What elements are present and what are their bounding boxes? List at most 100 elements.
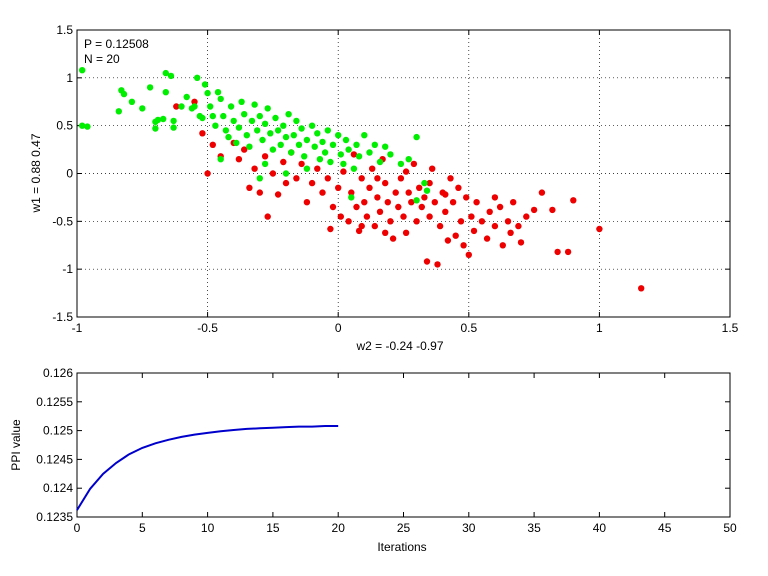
green-point <box>314 130 321 137</box>
scatter-plot: -1 -0.5 0 0.5 1 1.5-1.5-1-0.500.511.5 P = 0.1… <box>29 23 739 353</box>
red-point <box>452 232 459 239</box>
line-x-tick-label: 5 <box>139 521 146 535</box>
red-point <box>293 175 300 182</box>
red-point <box>549 206 556 214</box>
red-point <box>457 218 465 225</box>
green-point <box>167 72 175 80</box>
green-point <box>201 81 209 88</box>
green-point <box>246 143 253 150</box>
red-point <box>274 191 282 198</box>
red-point <box>264 213 271 220</box>
red-point <box>246 184 253 191</box>
green-point <box>324 127 331 134</box>
red-point <box>382 229 389 236</box>
red-point <box>499 242 506 249</box>
green-point <box>353 141 360 148</box>
green-point <box>256 112 263 120</box>
green-point <box>259 136 266 144</box>
red-point <box>408 199 415 206</box>
red-point <box>335 184 342 191</box>
red-point <box>366 184 373 191</box>
green-point <box>348 194 355 201</box>
red-point <box>436 222 444 230</box>
red-point <box>478 218 486 225</box>
red-point <box>455 184 462 191</box>
green-point <box>256 175 263 182</box>
green-point <box>194 74 201 82</box>
red-point <box>261 153 269 160</box>
green-point <box>342 136 350 144</box>
line-ticks: 0 5 10 15 20 25 30 35 40 45 50 0.1235 0.124 0.1245 0.1… <box>36 366 737 535</box>
red-point <box>405 189 412 196</box>
red-point <box>486 208 493 215</box>
red-point <box>235 156 243 163</box>
scatter-x-tick-label: -0.5 <box>197 321 218 335</box>
green-point <box>152 125 159 132</box>
line-plot-area <box>76 372 731 518</box>
red-point <box>256 189 263 196</box>
green-point <box>269 146 277 153</box>
green-point <box>335 132 342 139</box>
red-point <box>491 194 499 201</box>
line-x-axis-label: Iterations <box>377 540 426 554</box>
red-point <box>392 189 399 196</box>
red-point <box>447 175 454 182</box>
red-point <box>470 227 478 235</box>
red-point <box>173 103 180 110</box>
red-point <box>369 165 376 172</box>
green-point <box>316 156 324 163</box>
red-point <box>350 151 358 158</box>
red-point <box>465 251 472 258</box>
red-point <box>358 222 365 230</box>
red-point <box>324 175 331 182</box>
green-point <box>199 114 206 122</box>
green-point <box>217 156 224 163</box>
scatter-y-tick-label: 0.5 <box>56 119 73 133</box>
green-point <box>128 98 136 106</box>
red-point <box>596 225 603 233</box>
green-point <box>120 90 128 98</box>
green-point <box>207 103 214 110</box>
red-point <box>426 213 433 220</box>
red-point <box>504 218 512 225</box>
green-point <box>146 84 154 91</box>
red-point <box>468 213 475 220</box>
green-point <box>79 122 86 129</box>
red-point <box>564 248 572 256</box>
red-point <box>507 229 514 236</box>
green-point <box>212 122 219 129</box>
green-point <box>254 127 261 134</box>
green-point <box>293 117 300 125</box>
green-point <box>366 149 373 156</box>
red-point <box>416 184 423 191</box>
scatter-x-tick-label: 0.5 <box>460 321 477 335</box>
red-point <box>340 168 347 175</box>
green-point <box>361 132 368 139</box>
red-point <box>413 218 420 225</box>
red-point <box>374 175 381 182</box>
annotation-n: N = 20 <box>84 52 120 66</box>
red-point <box>314 165 321 172</box>
line-y-tick-label: 0.1245 <box>36 452 73 466</box>
red-point <box>402 168 410 175</box>
green-point <box>355 153 363 160</box>
line-x-tick-label: 35 <box>527 521 541 535</box>
red-point <box>308 179 316 187</box>
green-point <box>288 149 295 156</box>
green-point <box>413 133 420 141</box>
green-point <box>337 151 344 158</box>
ppi-series-line <box>76 425 339 511</box>
green-point <box>233 139 240 147</box>
red-point <box>319 189 326 196</box>
green-point <box>251 101 258 108</box>
line-x-tick-label: 50 <box>723 521 737 535</box>
red-point <box>515 222 522 230</box>
red-point <box>280 158 287 166</box>
green-point <box>227 103 235 110</box>
red-point <box>402 229 410 236</box>
red-point <box>460 242 467 249</box>
red-point <box>241 146 248 153</box>
annotation-p: P = 0.12508 <box>84 37 149 51</box>
red-point <box>303 199 311 206</box>
